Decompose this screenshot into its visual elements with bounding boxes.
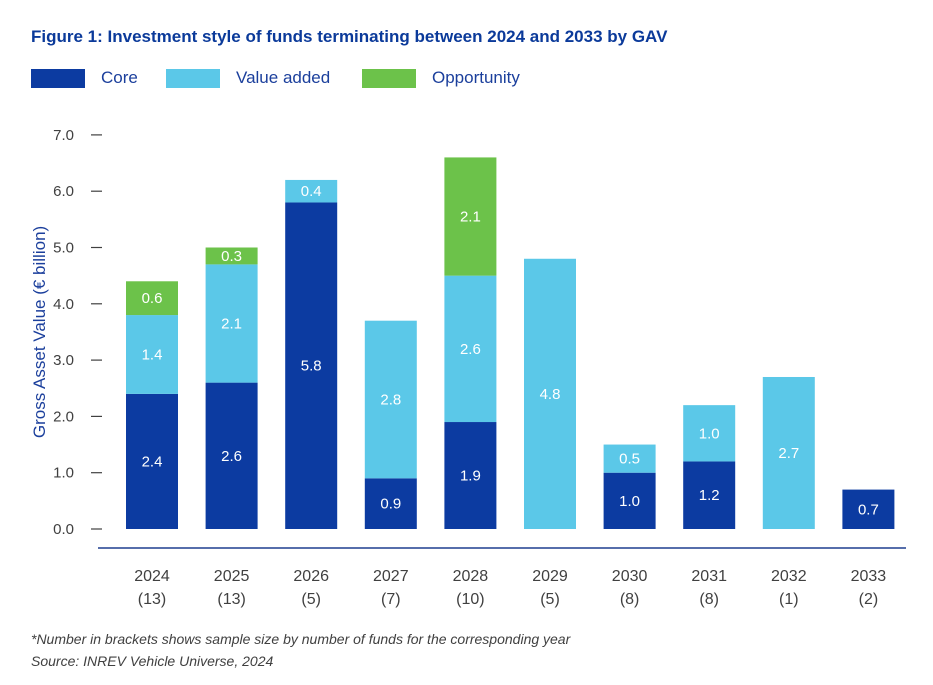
x-tick-label-sample-size: (5) (301, 591, 321, 608)
footnote-source: Source: INREV Vehicle Universe, 2024 (31, 653, 274, 669)
x-tick-label-sample-size: (13) (138, 591, 166, 608)
legend: Core Value added Opportunity (0, 68, 933, 94)
bar-value-added-2024 (126, 315, 178, 394)
x-tick-label-sample-size: (8) (699, 591, 719, 608)
x-tick-label-year: 2029 (532, 568, 568, 585)
legend-label-opportunity: Opportunity (432, 68, 520, 87)
footnote-sample-size: *Number in brackets shows sample size by… (31, 631, 571, 647)
data-label-value-added-2032: 2.7 (778, 445, 799, 462)
x-tick-label-year: 2033 (851, 568, 887, 585)
data-label-opportunity-2024: 0.6 (142, 290, 163, 307)
data-label-value-added-2030: 0.5 (619, 451, 640, 468)
x-tick-label-year: 2030 (612, 568, 648, 585)
legend-item-core: Core (31, 68, 138, 88)
y-tick-label: 6.0 (53, 183, 74, 200)
y-tick-label: 7.0 (53, 127, 74, 144)
y-tick-label: 5.0 (53, 240, 74, 257)
bar-value-added-2032 (762, 376, 815, 529)
data-label-core-2033: 0.7 (858, 501, 879, 518)
data-label-value-added-2025: 2.1 (221, 316, 242, 333)
y-tick-label: 1.0 (53, 465, 74, 482)
x-tick-label-year: 2031 (691, 568, 727, 585)
data-label-core-2028: 1.9 (460, 468, 481, 485)
chart-title: Figure 1: Investment style of funds term… (31, 27, 668, 46)
y-axis-title: Gross Asset Value (€ billion) (30, 226, 49, 438)
data-label-core-2025: 2.6 (221, 448, 242, 465)
data-label-opportunity-2025: 0.3 (221, 248, 242, 265)
bar-core-2027 (364, 478, 417, 529)
data-label-core-2024: 2.4 (142, 453, 163, 470)
legend-label-core: Core (101, 68, 138, 87)
bar-core-2025 (205, 382, 258, 529)
data-label-core-2027: 0.9 (380, 496, 401, 513)
x-tick-label-year: 2032 (771, 568, 807, 585)
data-label-value-added-2031: 1.0 (699, 425, 720, 442)
data-label-value-added-2026: 0.4 (301, 183, 322, 200)
legend-item-opportunity: Opportunity (362, 68, 520, 88)
bar-core-2028 (444, 422, 497, 529)
bar-core-2033 (842, 489, 895, 529)
bar-value-added-2029 (524, 258, 576, 529)
y-tick-label: 3.0 (53, 352, 74, 369)
legend-swatch-value-added (166, 68, 220, 88)
x-tick-label-sample-size: (7) (381, 591, 401, 608)
bar-core-2024 (126, 393, 178, 529)
data-label-value-added-2024: 1.4 (142, 346, 163, 363)
x-tick-label-year: 2024 (134, 568, 170, 585)
x-tick-label-sample-size: (5) (540, 591, 560, 608)
y-tick-label: 0.0 (53, 521, 74, 538)
x-tick-label-year: 2027 (373, 568, 409, 585)
data-label-value-added-2027: 2.8 (380, 392, 401, 409)
x-tick-label-sample-size: (13) (217, 591, 245, 608)
legend-item-value-added: Value added (166, 68, 330, 88)
bar-opportunity-2028 (444, 157, 497, 276)
bar-value-added-2030 (603, 444, 656, 473)
x-tick-label-year: 2025 (214, 568, 250, 585)
x-tick-label-sample-size: (1) (779, 591, 799, 608)
bar-value-added-2031 (683, 405, 736, 462)
bar-value-added-2026 (285, 179, 338, 203)
bar-opportunity-2025 (205, 247, 258, 265)
bar-opportunity-2024 (126, 281, 178, 316)
legend-label-value-added: Value added (236, 68, 331, 87)
x-tick-label-year: 2026 (293, 568, 329, 585)
x-tick-label-sample-size: (8) (620, 591, 640, 608)
bar-value-added-2025 (205, 264, 258, 383)
x-tick-label-sample-size: (2) (859, 591, 879, 608)
data-label-value-added-2029: 4.8 (540, 386, 561, 403)
legend-swatch-core (31, 68, 85, 88)
x-tick-label-year: 2028 (453, 568, 489, 585)
bar-value-added-2028 (444, 275, 497, 423)
bar-core-2030 (603, 472, 656, 529)
bar-core-2026 (285, 202, 338, 529)
y-tick-label: 2.0 (53, 408, 74, 425)
data-label-value-added-2028: 2.6 (460, 341, 481, 358)
data-label-core-2026: 5.8 (301, 358, 322, 375)
data-label-opportunity-2028: 2.1 (460, 209, 481, 226)
bar-value-added-2027 (364, 320, 417, 479)
bar-core-2031 (683, 461, 736, 529)
legend-swatch-opportunity (362, 68, 416, 88)
data-label-core-2030: 1.0 (619, 493, 640, 510)
data-label-core-2031: 1.2 (699, 487, 720, 504)
x-tick-label-sample-size: (10) (456, 591, 484, 608)
y-tick-label: 4.0 (53, 296, 74, 313)
